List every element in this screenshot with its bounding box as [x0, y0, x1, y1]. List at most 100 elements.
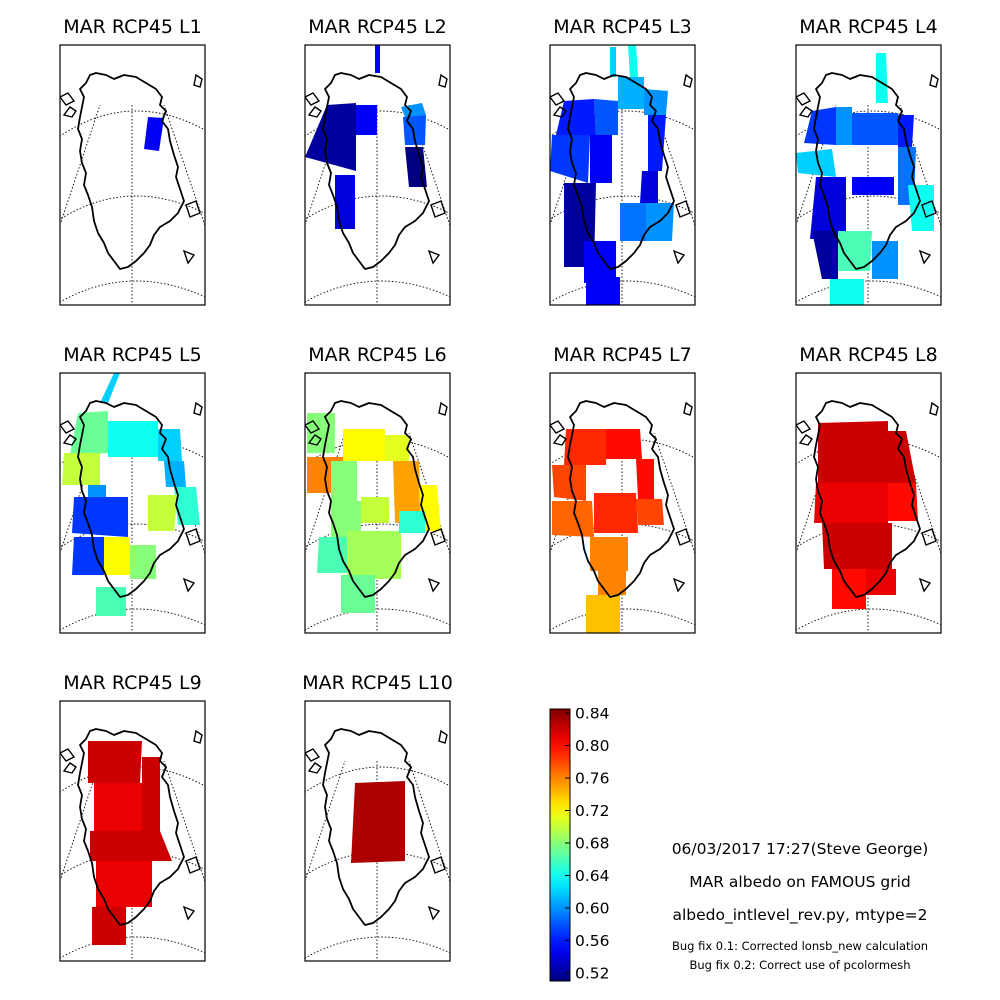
map-plot	[549, 44, 696, 306]
islands-coastline	[796, 401, 939, 593]
albedo-cell	[648, 115, 666, 171]
albedo-cell	[144, 117, 164, 151]
map-frame	[59, 44, 206, 306]
albedo-cell	[636, 499, 664, 525]
greenland-coastline	[77, 72, 185, 270]
albedo-cell	[822, 523, 892, 569]
panel-title: MAR RCP45 L6	[308, 344, 447, 366]
albedo-cell	[852, 113, 898, 145]
albedo-cells	[305, 45, 427, 229]
map-area	[60, 373, 205, 633]
colorbar: 0.84 0.80 0.76 0.72 0.68 0.64 0.60 0.56 0.52	[549, 708, 610, 982]
timestamp-note: 06/03/2017 17:27(Steve George)	[671, 840, 929, 858]
map-plot	[549, 372, 696, 634]
panel-title: MAR RCP45 L10	[302, 672, 453, 694]
islands-coastline	[550, 401, 693, 593]
albedo-cells	[144, 117, 164, 151]
albedo-cell	[108, 421, 158, 457]
albedo-cell	[590, 537, 628, 571]
map-panel-10: MAR RCP45 L10	[295, 672, 460, 962]
albedo-cells	[550, 45, 674, 305]
colorbar-tick-label: 0.84	[575, 708, 610, 723]
albedo-cell	[335, 175, 355, 229]
map-panel-2: MAR RCP45 L2	[295, 16, 460, 306]
map-plot	[304, 700, 451, 962]
albedo-cells	[307, 413, 441, 613]
islands-coastline	[796, 73, 939, 265]
albedo-cell	[594, 493, 638, 533]
albedo-cell	[351, 781, 405, 863]
albedo-cell	[70, 411, 108, 455]
albedo-cell	[90, 831, 172, 861]
albedo-cell	[818, 421, 888, 483]
albedo-cell	[636, 459, 654, 499]
greenland-coastline	[322, 728, 430, 926]
greenland-coastline	[322, 400, 430, 598]
panel-title: MAR RCP45 L7	[553, 344, 692, 366]
panel-title: MAR RCP45 L8	[799, 344, 938, 366]
albedo-cell	[556, 99, 596, 135]
map-area	[550, 400, 695, 633]
albedo-cell	[830, 279, 864, 305]
albedo-cell	[88, 741, 142, 783]
albedo-cells	[552, 429, 664, 633]
map-area	[60, 728, 205, 961]
map-plot	[795, 44, 942, 306]
graticule	[60, 104, 205, 305]
panel-title: MAR RCP45 L4	[799, 16, 938, 38]
albedo-cell	[96, 861, 152, 907]
albedo-cell	[317, 537, 347, 573]
albedo-cell	[872, 241, 898, 279]
map-panel-9: MAR RCP45 L9	[50, 672, 215, 962]
panel-title: MAR RCP45 L1	[63, 16, 202, 38]
albedo-cell	[590, 135, 612, 183]
map-panel-3: MAR RCP45 L3	[540, 16, 705, 306]
colorbar-gradient	[549, 708, 571, 982]
albedo-cell	[341, 575, 375, 613]
map-plot	[59, 700, 206, 962]
albedo-cell	[606, 429, 642, 459]
map-area	[550, 45, 695, 305]
albedo-cell	[838, 231, 872, 271]
albedo-cell	[92, 907, 126, 945]
colorbar-tick-label: 0.60	[575, 899, 610, 917]
albedo-cell	[104, 537, 130, 575]
map-panel-4: MAR RCP45 L4	[786, 16, 951, 306]
script-note: albedo_intlevel_rev.py, mtype=2	[672, 906, 928, 924]
albedo-cell	[343, 429, 385, 461]
albedo-cell	[584, 241, 616, 283]
albedo-cell	[375, 45, 380, 73]
albedo-cell	[888, 431, 916, 483]
colorbar-tick-label: 0.56	[575, 932, 610, 950]
islands-coastline	[60, 729, 203, 921]
map-plot	[59, 372, 206, 634]
bugfix-note-1: Bug fix 0.1: Corrected lonsb_new calcula…	[671, 939, 929, 953]
map-frame	[304, 44, 451, 306]
map-panel-6: MAR RCP45 L6	[295, 344, 460, 634]
albedo-cell	[399, 511, 425, 533]
panel-title: MAR RCP45 L3	[553, 16, 692, 38]
albedo-cell	[796, 149, 836, 177]
colorbar-tick-label: 0.76	[575, 770, 610, 788]
map-frame	[795, 372, 942, 634]
map-frame	[795, 44, 942, 306]
colorbar-tick-label: 0.52	[575, 964, 610, 982]
islands-coastline	[60, 401, 203, 593]
map-plot	[795, 372, 942, 634]
albedo-cell	[142, 757, 160, 831]
albedo-cell	[586, 595, 620, 633]
map-frame	[549, 44, 696, 306]
albedo-cell	[564, 429, 606, 465]
map-plot	[304, 44, 451, 306]
albedo-cell	[385, 435, 409, 461]
albedo-cell	[361, 497, 389, 523]
albedo-cell	[898, 115, 914, 147]
map-plot	[59, 44, 206, 306]
map-panel-5: MAR RCP45 L5	[50, 344, 215, 634]
map-area	[60, 72, 205, 305]
greenland-coastline	[567, 72, 675, 270]
greenland-coastline	[567, 400, 675, 598]
islands-coastline	[305, 73, 448, 265]
albedo-cell	[908, 185, 934, 231]
albedo-cell	[552, 501, 594, 537]
